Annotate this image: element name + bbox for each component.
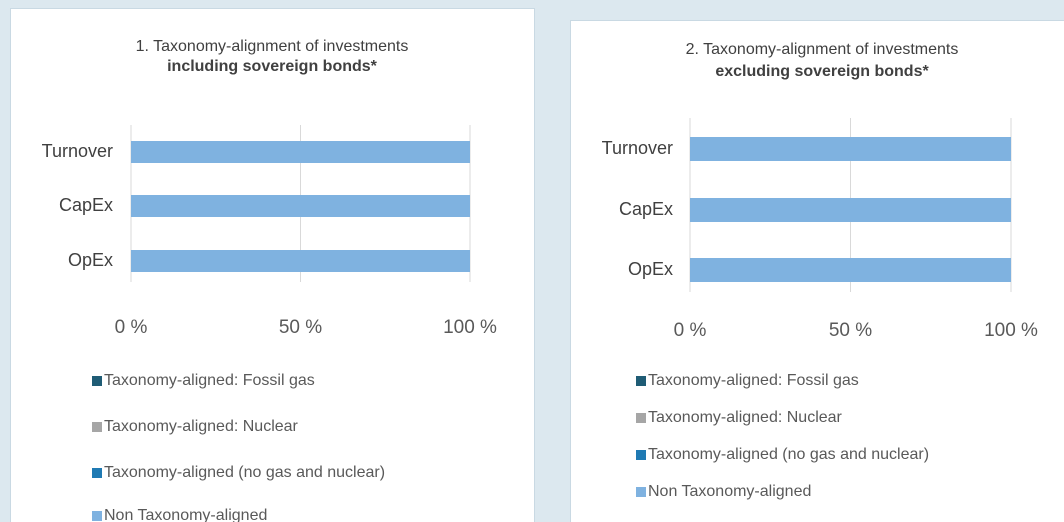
y-tick-label: OpEx: [68, 250, 113, 270]
legend-swatch: [636, 487, 646, 497]
x-tick-label: 0 %: [674, 320, 707, 341]
chart-subtitle: including sovereign bonds*: [167, 58, 378, 75]
legend-swatch: [92, 376, 102, 386]
legend-swatch: [92, 511, 102, 521]
legend-label: Taxonomy-aligned: Nuclear: [648, 409, 843, 426]
legend-label: Taxonomy-aligned: Nuclear: [104, 418, 299, 435]
bar-segment: [690, 198, 1011, 222]
chart-title: 1. Taxonomy-alignment of investments: [136, 38, 409, 55]
legend-label: Taxonomy-aligned (no gas and nuclear): [104, 464, 385, 481]
x-tick-label: 100 %: [984, 320, 1038, 341]
legend-label: Non Taxonomy-aligned: [648, 483, 811, 500]
bar-segment: [690, 258, 1011, 282]
x-tick-label: 50 %: [829, 320, 872, 341]
chart-title: 2. Taxonomy-alignment of investments: [686, 41, 959, 58]
y-tick-label: Turnover: [42, 141, 113, 161]
bar-segment: [131, 141, 470, 163]
x-tick-label: 0 %: [115, 317, 148, 338]
legend-swatch: [92, 422, 102, 432]
legend-label: Taxonomy-aligned (no gas and nuclear): [648, 446, 929, 463]
legend-swatch: [636, 450, 646, 460]
y-tick-label: CapEx: [619, 199, 673, 219]
legend-swatch: [636, 413, 646, 423]
bar-segment: [131, 250, 470, 272]
chart-subtitle: excluding sovereign bonds*: [715, 63, 929, 80]
x-tick-label: 50 %: [279, 317, 322, 338]
bar-segment: [690, 137, 1011, 161]
legend-label: Non Taxonomy-aligned: [104, 507, 267, 522]
legend-label: Taxonomy-aligned: Fossil gas: [104, 372, 315, 389]
y-tick-label: CapEx: [59, 195, 113, 215]
x-tick-label: 100 %: [443, 317, 497, 338]
legend-swatch: [636, 376, 646, 386]
legend-label: Taxonomy-aligned: Fossil gas: [648, 372, 859, 389]
y-tick-label: Turnover: [602, 138, 673, 158]
y-tick-label: OpEx: [628, 259, 673, 279]
legend-swatch: [92, 468, 102, 478]
bar-segment: [131, 195, 470, 217]
